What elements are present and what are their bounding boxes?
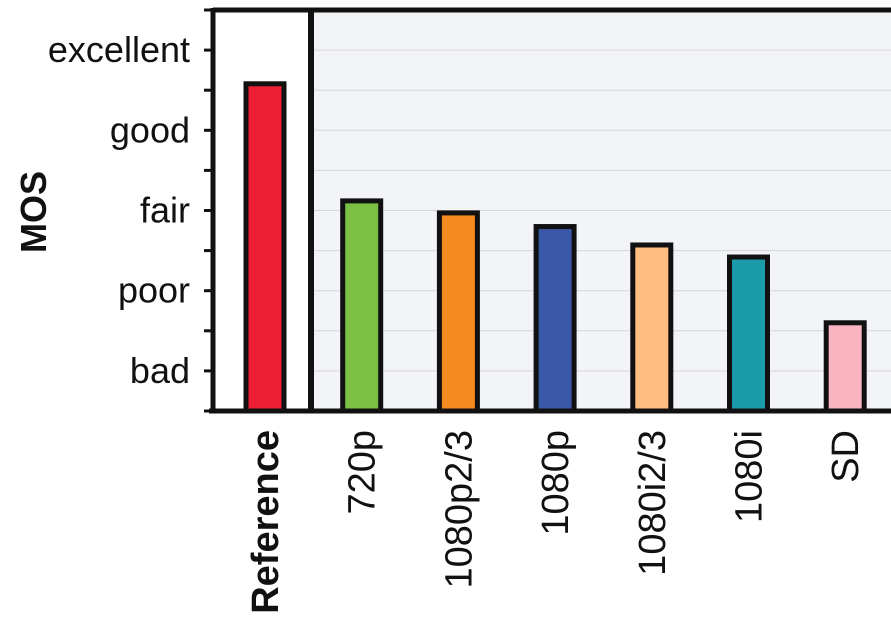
y-tick-label: excellent [48, 29, 190, 70]
bar-1080p2-3 [436, 210, 480, 414]
y-tick-label: good [110, 109, 190, 150]
x-category-label: 1080i2/3 [632, 430, 674, 576]
bar-1080i [727, 254, 770, 414]
x-category-label: 1080p2/3 [438, 430, 480, 589]
y-tick-label: bad [130, 350, 190, 391]
x-category-label: SD [825, 430, 867, 483]
x-category-label: 720p [342, 430, 384, 515]
gridlines [313, 49, 891, 372]
x-category-label: Reference [245, 430, 287, 614]
bar-reference [243, 81, 287, 414]
x-category-label: 1080i [729, 430, 771, 523]
y-tick-label: poor [118, 270, 190, 311]
x-axis-category-labels: Reference 720p 1080p2/3 1080p 1080i2/3 1080i S… [245, 430, 867, 614]
x-category-label: 1080p [535, 430, 577, 536]
bar-1080i2-3 [630, 242, 674, 414]
y-axis-title: MOS [13, 171, 54, 253]
bars [243, 81, 867, 414]
y-tick-label: fair [140, 190, 190, 231]
bar-1080p [533, 224, 577, 414]
bar-720p [340, 198, 384, 414]
bar-sd [823, 320, 867, 414]
y-axis-tick-labels: bad poor fair good excellent [48, 29, 190, 391]
